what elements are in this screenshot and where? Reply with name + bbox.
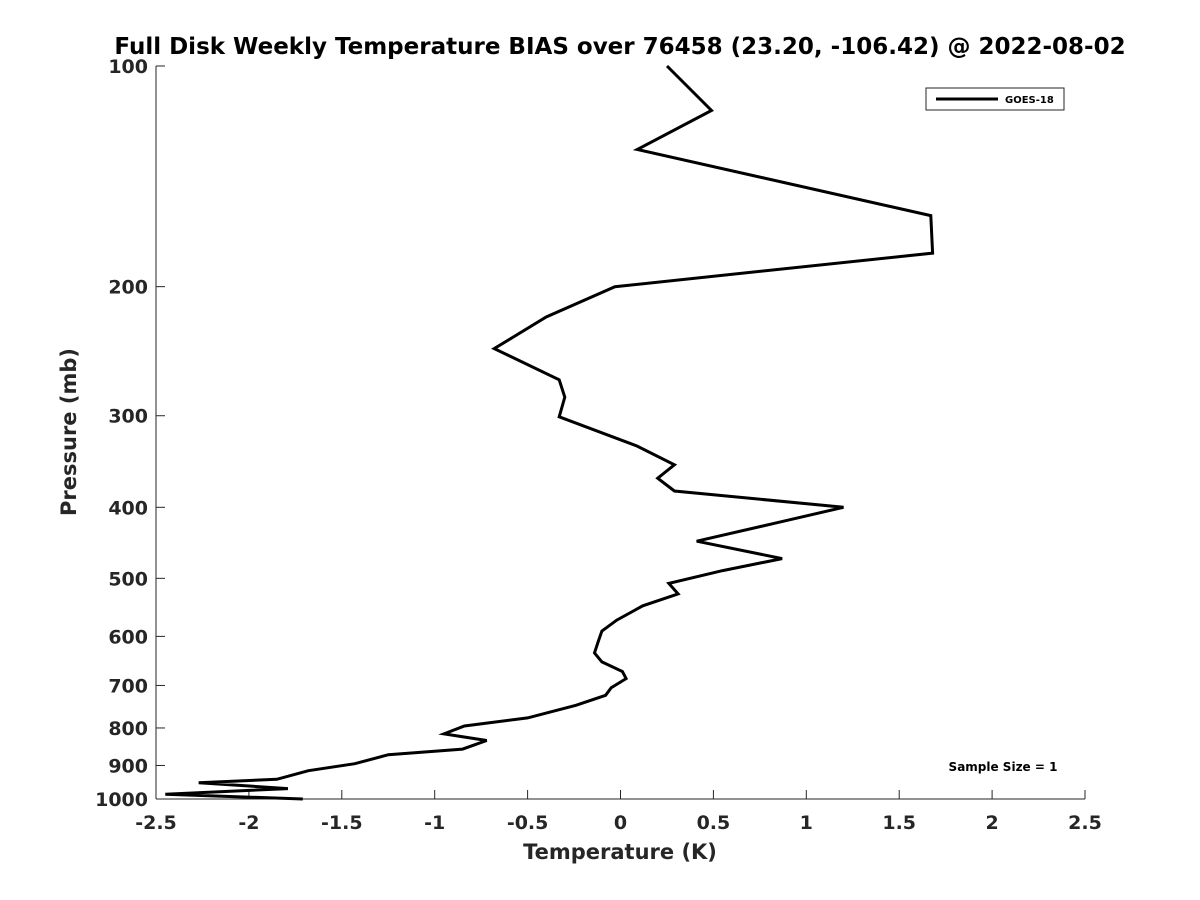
x-tick-label: -2 [238, 812, 259, 834]
chart-title: Full Disk Weekly Temperature BIAS over 7… [114, 34, 1125, 60]
series-layer [165, 64, 935, 801]
y-tick-label: 400 [108, 497, 148, 519]
y-axis-label: Pressure (mb) [57, 348, 81, 516]
x-axis-label: Temperature (K) [523, 840, 717, 864]
y-tick-label: 800 [108, 718, 148, 740]
x-tick-label: -1 [424, 812, 445, 834]
y-tick-label: 500 [108, 568, 148, 590]
x-tick-label: -1.5 [321, 812, 363, 834]
x-tick-label: 1 [800, 812, 813, 834]
x-tick-label: -0.5 [507, 812, 549, 834]
y-tick-label: 200 [108, 277, 148, 299]
axes [155, 66, 1085, 800]
x-tick-label: 1.5 [882, 812, 916, 834]
y-tick-label: 300 [108, 406, 148, 428]
y-ticks: 100 200 300 400 500 600 700 800 900 1000 [95, 56, 165, 811]
y-tick-label: 700 [108, 675, 148, 697]
x-tick-label: 0.5 [697, 812, 731, 834]
y-tick-label: 100 [108, 56, 148, 78]
x-tick-label: 2 [985, 812, 998, 834]
x-tick-label: 0 [614, 812, 627, 834]
y-tick-label: 900 [108, 755, 148, 777]
x-tick-label: 2.5 [1068, 812, 1102, 834]
legend-label: GOES-18 [1005, 95, 1054, 106]
x-tick-label: -2.5 [135, 812, 177, 834]
series-line-goes-18 [165, 64, 935, 801]
y-tick-label: 600 [108, 626, 148, 648]
legend: GOES-18 [925, 87, 1065, 111]
y-tick-label: 1000 [95, 789, 148, 811]
x-ticks: -2.5 -2 -1.5 -1 -0.5 0 0.5 1 1.5 2 2.5 [135, 790, 1102, 834]
sample-size-annotation: Sample Size = 1 [949, 760, 1058, 774]
